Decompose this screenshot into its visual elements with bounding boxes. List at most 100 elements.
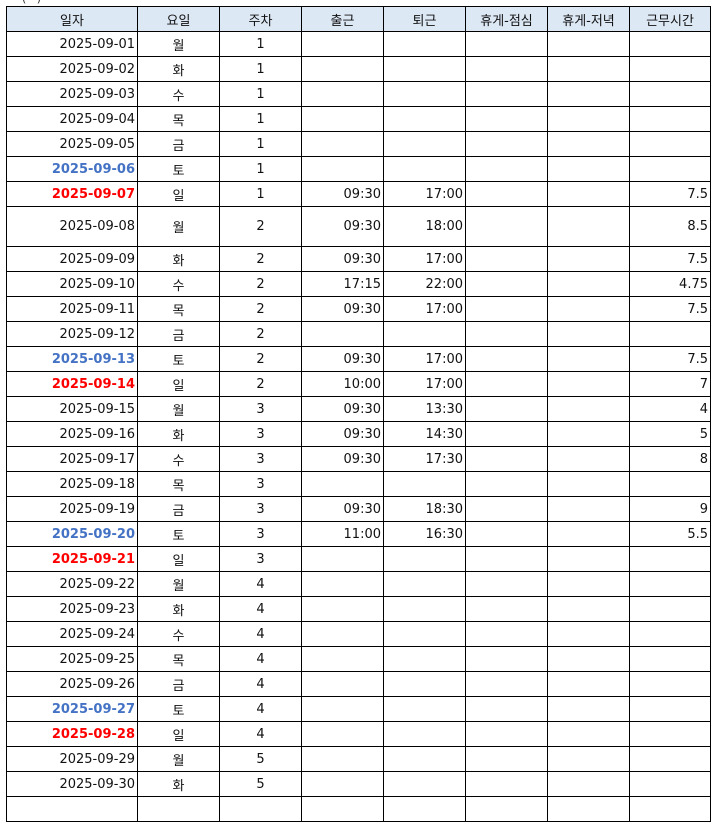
cell-date[interactable]: 2025-09-14 xyxy=(6,371,138,397)
cell-clock-in[interactable] xyxy=(301,771,384,797)
cell-clock-out[interactable] xyxy=(383,746,466,772)
cell-work-hours[interactable] xyxy=(629,156,711,182)
cell-date[interactable]: 2025-09-20 xyxy=(6,521,138,547)
cell-weekday[interactable]: 수 xyxy=(137,621,220,647)
cell-lunch-break[interactable] xyxy=(465,521,548,547)
cell-date[interactable]: 2025-09-23 xyxy=(6,596,138,622)
cell-week[interactable]: 3 xyxy=(219,396,302,422)
cell-week[interactable]: 2 xyxy=(219,371,302,397)
cell-lunch-break[interactable] xyxy=(465,596,548,622)
cell-clock-in[interactable]: 17:15 xyxy=(301,271,384,297)
cell-lunch-break[interactable] xyxy=(465,296,548,322)
cell-lunch-break[interactable] xyxy=(465,696,548,722)
cell-weekday[interactable]: 목 xyxy=(137,106,220,132)
cell-date[interactable] xyxy=(6,796,138,822)
cell-dinner-break[interactable] xyxy=(547,106,630,132)
cell-weekday[interactable]: 화 xyxy=(137,246,220,272)
cell-clock-out[interactable]: 17:00 xyxy=(383,246,466,272)
cell-lunch-break[interactable] xyxy=(465,156,548,182)
cell-date[interactable]: 2025-09-11 xyxy=(6,296,138,322)
cell-week[interactable]: 1 xyxy=(219,31,302,57)
cell-dinner-break[interactable] xyxy=(547,56,630,82)
cell-clock-in[interactable] xyxy=(301,106,384,132)
cell-clock-in[interactable] xyxy=(301,31,384,57)
cell-clock-out[interactable]: 17:00 xyxy=(383,346,466,372)
cell-clock-out[interactable]: 17:00 xyxy=(383,181,466,207)
header-week[interactable]: 주차 xyxy=(219,6,302,32)
cell-weekday[interactable]: 토 xyxy=(137,521,220,547)
cell-lunch-break[interactable] xyxy=(465,246,548,272)
cell-week[interactable]: 1 xyxy=(219,156,302,182)
cell-dinner-break[interactable] xyxy=(547,746,630,772)
cell-week[interactable]: 4 xyxy=(219,671,302,697)
cell-week[interactable]: 2 xyxy=(219,346,302,372)
cell-weekday[interactable]: 월 xyxy=(137,746,220,772)
cell-clock-in[interactable] xyxy=(301,156,384,182)
cell-dinner-break[interactable] xyxy=(547,246,630,272)
cell-week[interactable]: 3 xyxy=(219,546,302,572)
cell-clock-in[interactable] xyxy=(301,596,384,622)
cell-dinner-break[interactable] xyxy=(547,471,630,497)
cell-work-hours[interactable] xyxy=(629,31,711,57)
cell-weekday[interactable]: 일 xyxy=(137,721,220,747)
cell-date[interactable]: 2025-09-09 xyxy=(6,246,138,272)
cell-date[interactable]: 2025-09-16 xyxy=(6,421,138,447)
cell-lunch-break[interactable] xyxy=(465,671,548,697)
cell-work-hours[interactable]: 8 xyxy=(629,446,711,472)
cell-date[interactable]: 2025-09-29 xyxy=(6,746,138,772)
cell-week[interactable]: 1 xyxy=(219,181,302,207)
cell-dinner-break[interactable] xyxy=(547,156,630,182)
cell-clock-out[interactable]: 17:30 xyxy=(383,446,466,472)
cell-dinner-break[interactable] xyxy=(547,596,630,622)
cell-lunch-break[interactable] xyxy=(465,496,548,522)
cell-lunch-break[interactable] xyxy=(465,106,548,132)
cell-date[interactable]: 2025-09-05 xyxy=(6,131,138,157)
cell-lunch-break[interactable] xyxy=(465,206,548,247)
cell-clock-out[interactable] xyxy=(383,796,466,822)
cell-lunch-break[interactable] xyxy=(465,646,548,672)
cell-clock-in[interactable]: 09:30 xyxy=(301,421,384,447)
cell-work-hours[interactable] xyxy=(629,621,711,647)
cell-date[interactable]: 2025-09-12 xyxy=(6,321,138,347)
cell-clock-out[interactable] xyxy=(383,571,466,597)
cell-week[interactable]: 5 xyxy=(219,746,302,772)
cell-weekday[interactable]: 금 xyxy=(137,131,220,157)
cell-weekday[interactable]: 토 xyxy=(137,696,220,722)
cell-dinner-break[interactable] xyxy=(547,646,630,672)
header-dinner-break[interactable]: 휴게-저녁 xyxy=(547,6,630,32)
cell-weekday[interactable]: 금 xyxy=(137,321,220,347)
cell-work-hours[interactable] xyxy=(629,81,711,107)
cell-dinner-break[interactable] xyxy=(547,421,630,447)
cell-work-hours[interactable]: 7.5 xyxy=(629,246,711,272)
cell-work-hours[interactable]: 5.5 xyxy=(629,521,711,547)
cell-clock-in[interactable] xyxy=(301,796,384,822)
cell-work-hours[interactable] xyxy=(629,671,711,697)
cell-lunch-break[interactable] xyxy=(465,321,548,347)
cell-lunch-break[interactable] xyxy=(465,371,548,397)
cell-week[interactable]: 3 xyxy=(219,421,302,447)
cell-clock-out[interactable]: 16:30 xyxy=(383,521,466,547)
cell-date[interactable]: 2025-09-13 xyxy=(6,346,138,372)
cell-work-hours[interactable] xyxy=(629,646,711,672)
cell-lunch-break[interactable] xyxy=(465,56,548,82)
cell-work-hours[interactable] xyxy=(629,771,711,797)
cell-weekday[interactable]: 토 xyxy=(137,156,220,182)
cell-dinner-break[interactable] xyxy=(547,621,630,647)
header-lunch-break[interactable]: 휴게-점심 xyxy=(465,6,548,32)
cell-dinner-break[interactable] xyxy=(547,296,630,322)
cell-weekday[interactable]: 월 xyxy=(137,396,220,422)
cell-lunch-break[interactable] xyxy=(465,446,548,472)
cell-week[interactable]: 5 xyxy=(219,771,302,797)
cell-work-hours[interactable] xyxy=(629,746,711,772)
header-work-hours[interactable]: 근무시간 xyxy=(629,6,711,32)
cell-work-hours[interactable] xyxy=(629,696,711,722)
cell-lunch-break[interactable] xyxy=(465,771,548,797)
cell-lunch-break[interactable] xyxy=(465,471,548,497)
cell-work-hours[interactable] xyxy=(629,471,711,497)
cell-dinner-break[interactable] xyxy=(547,346,630,372)
cell-clock-out[interactable]: 13:30 xyxy=(383,396,466,422)
cell-lunch-break[interactable] xyxy=(465,396,548,422)
cell-clock-in[interactable]: 09:30 xyxy=(301,396,384,422)
cell-clock-out[interactable]: 18:00 xyxy=(383,206,466,247)
cell-date[interactable]: 2025-09-02 xyxy=(6,56,138,82)
